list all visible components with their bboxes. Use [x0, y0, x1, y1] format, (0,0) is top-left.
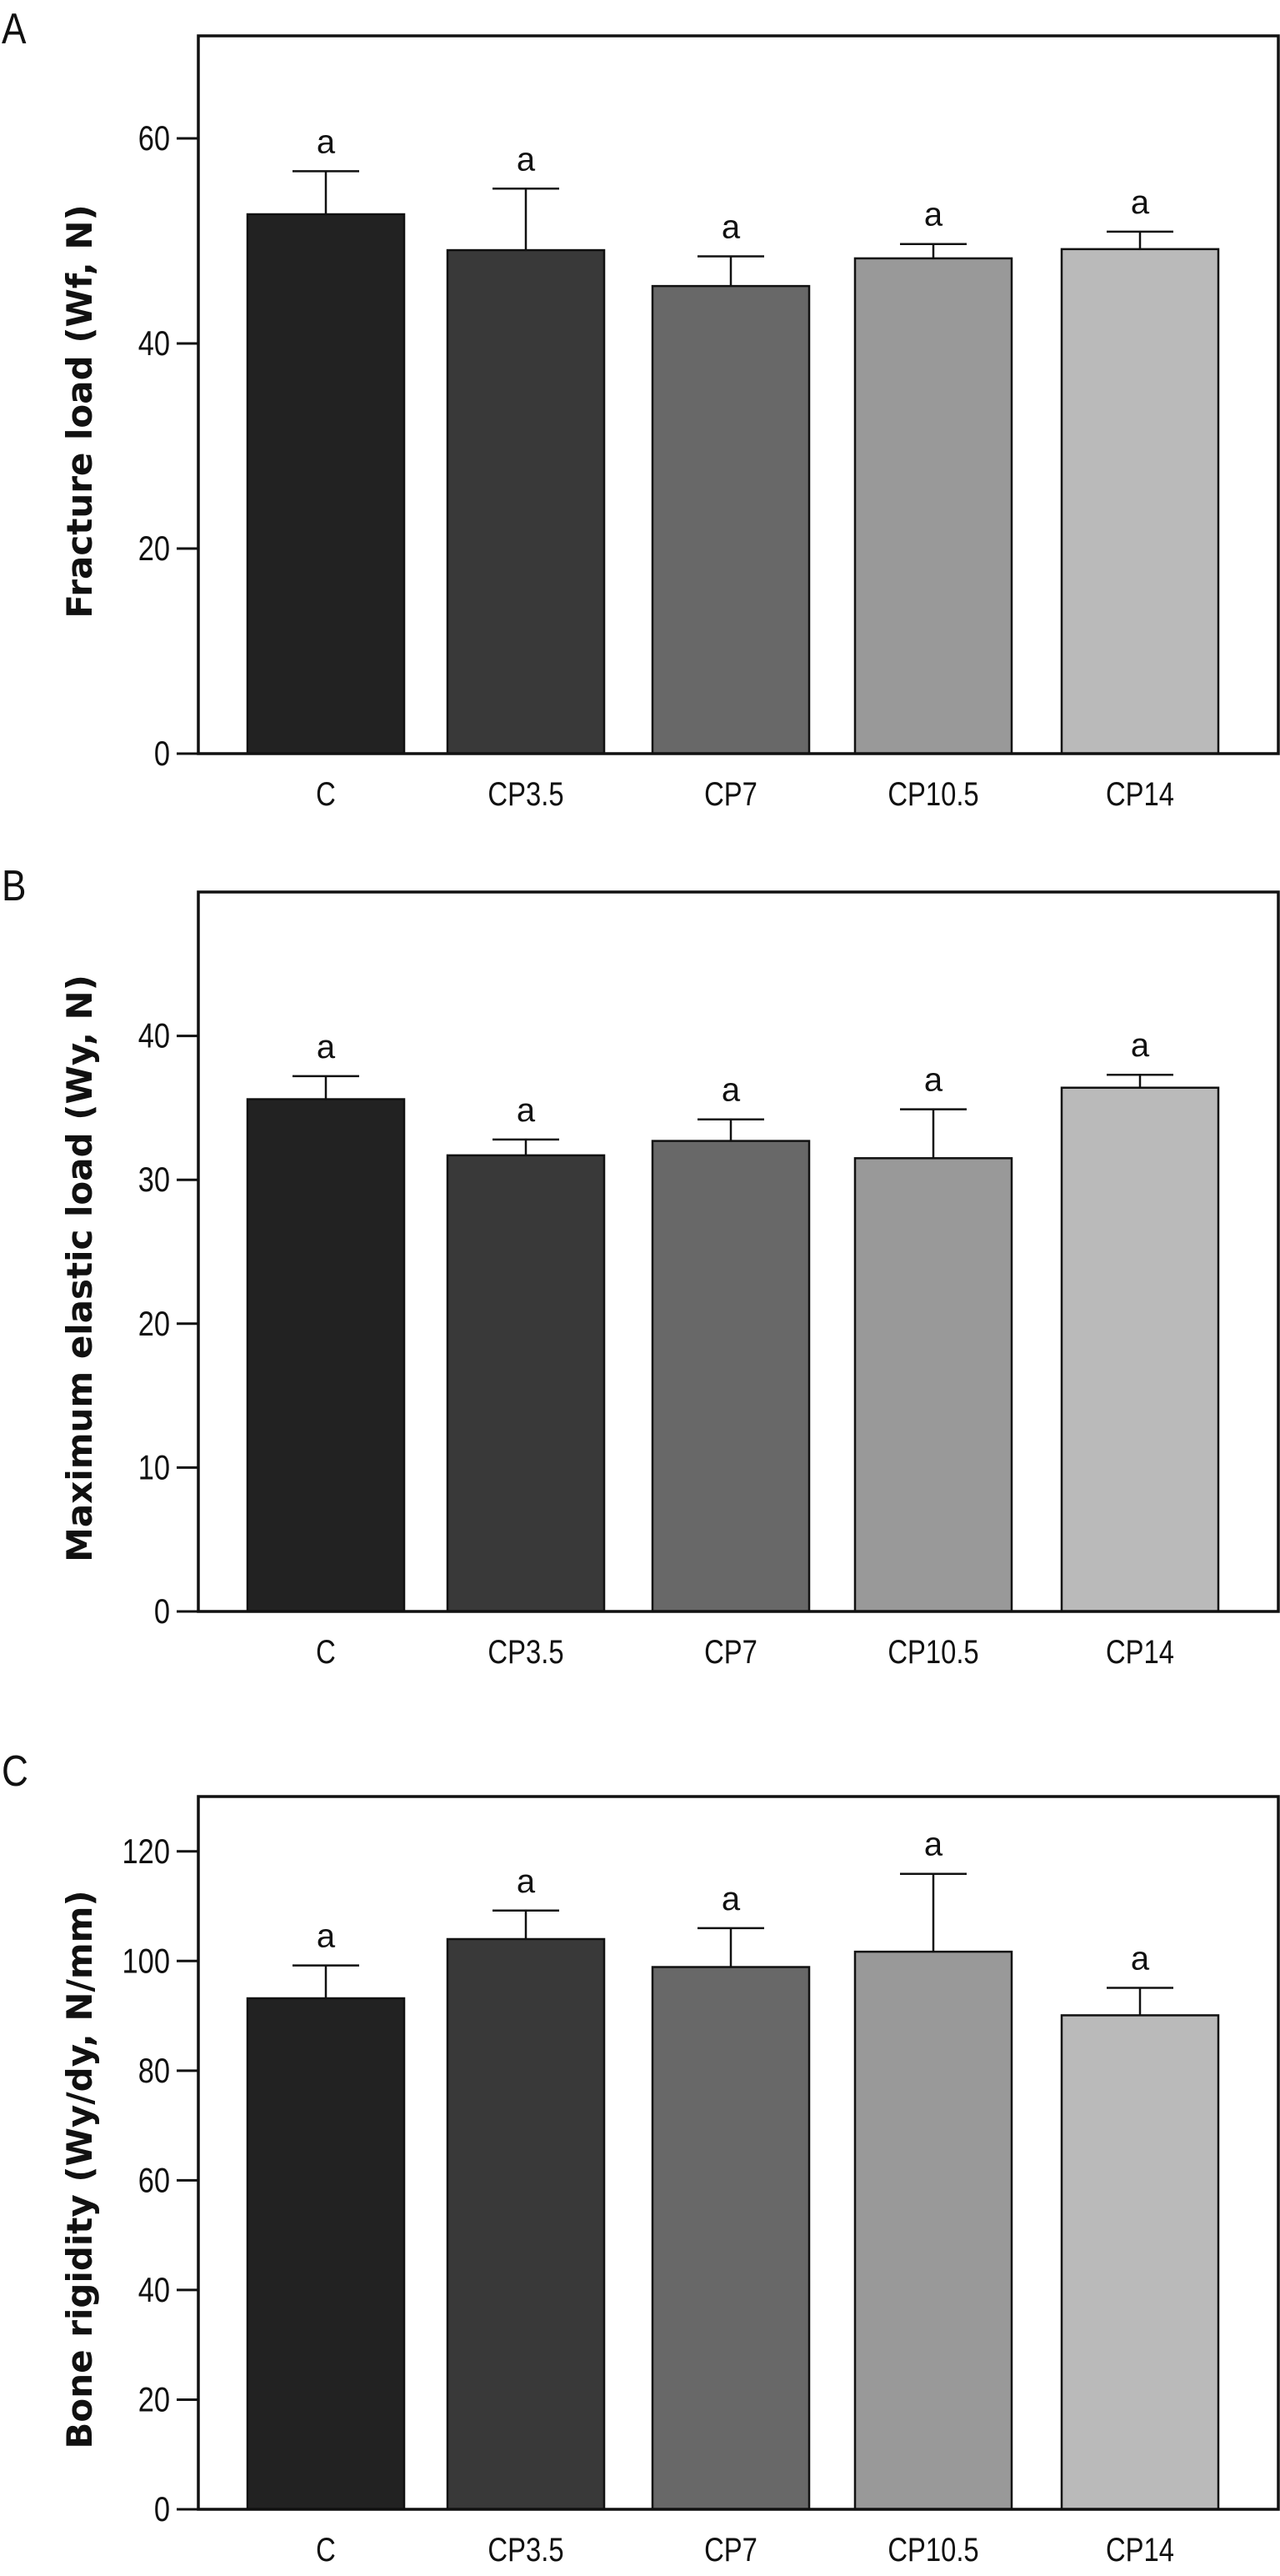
x-tick-label: CP10.5: [888, 1633, 978, 1671]
panel-b: Ba Ca CP3.5 a CP7 a CP10.5 a CP14 0 10 20 30 40 Maximu…: [2, 862, 1280, 1671]
x-tick-label: CP3.5: [488, 2531, 563, 2568]
significance-label: a: [924, 197, 943, 233]
significance-label: a: [1131, 1941, 1150, 1977]
significance-label: a: [317, 1029, 336, 1065]
plot-frame: [197, 1795, 1280, 2511]
panel-letter: C: [2, 1747, 28, 1796]
y-tick-label: 100: [122, 1942, 170, 1981]
x-tick-label: CP7: [704, 2531, 758, 2568]
bar-cp10-5: [853, 1157, 1013, 1613]
x-tick-label: CP3.5: [488, 1633, 563, 1671]
y-tick-label: 20: [138, 529, 170, 569]
significance-label: a: [517, 1092, 536, 1129]
bar-cp3-5: [446, 1937, 606, 2511]
y-tick-label: 0: [154, 2490, 170, 2529]
bar-cp14: [1060, 1086, 1220, 1613]
plot-frame: [197, 34, 1280, 755]
plot-frame: [197, 890, 1280, 1613]
significance-label: a: [924, 1827, 943, 1863]
significance-label: a: [317, 123, 336, 160]
panel-letter: A: [2, 5, 27, 53]
y-tick-label: 0: [154, 734, 170, 774]
bar-c: [246, 1098, 406, 1613]
x-tick-label: C: [316, 1633, 336, 1671]
x-tick-label: CP7: [704, 1633, 758, 1671]
x-tick-label: CP7: [704, 775, 758, 813]
y-tick-label: 10: [138, 1448, 170, 1487]
x-tick-label: CP10.5: [888, 775, 978, 813]
x-tick-label: CP14: [1106, 1633, 1174, 1671]
y-axis-title: Fracture load (Wf, N): [59, 204, 100, 618]
x-tick-label: CP14: [1106, 775, 1174, 813]
panel-letter: B: [2, 862, 26, 910]
significance-label: a: [317, 1918, 336, 1955]
significance-label: a: [722, 208, 741, 245]
x-tick-label: CP3.5: [488, 775, 563, 813]
y-axis-title: Bone rigidity (Wy/dy, N/mm): [59, 1890, 100, 2448]
y-tick-label: 120: [122, 1832, 170, 1872]
y-tick-label: 40: [138, 1016, 170, 1055]
y-tick-label: 20: [138, 1305, 170, 1344]
panel-a: Aa Ca CP3.5 a CP7 a CP10.5 a CP14 0 20 40 60 Fracture…: [2, 5, 1280, 813]
bar-cp14: [1060, 248, 1220, 755]
x-tick-label: C: [316, 2531, 336, 2568]
bar-cp7: [651, 1140, 811, 1613]
bar-cp10-5: [853, 257, 1013, 755]
significance-label: a: [722, 1881, 741, 1917]
significance-label: a: [517, 1863, 536, 1900]
y-tick-label: 0: [154, 1592, 170, 1631]
y-tick-label: 60: [138, 119, 170, 158]
y-tick-label: 40: [138, 324, 170, 363]
bar-cp3-5: [446, 1154, 606, 1613]
x-tick-label: CP10.5: [888, 2531, 978, 2568]
x-tick-label: CP14: [1106, 2531, 1174, 2568]
significance-label: a: [1131, 1027, 1150, 1064]
panel-c: Ca Ca CP3.5 a CP7 a CP10.5 a CP14 0 20 40 60 80 100 120…: [2, 1747, 1280, 2568]
y-tick-label: 20: [138, 2380, 170, 2419]
y-tick-label: 30: [138, 1160, 170, 1200]
significance-label: a: [924, 1062, 943, 1099]
y-tick-label: 40: [138, 2271, 170, 2310]
y-tick-label: 60: [138, 2161, 170, 2200]
bar-cp7: [651, 284, 811, 755]
significance-label: a: [1131, 184, 1150, 221]
bar-c: [246, 1997, 406, 2511]
y-tick-label: 80: [138, 2052, 170, 2091]
bar-cp7: [651, 1966, 811, 2511]
y-axis-title: Maximum elastic load (Wy, N): [59, 975, 100, 1562]
bar-cp10-5: [853, 1950, 1013, 2511]
bar-cp14: [1060, 2014, 1220, 2511]
significance-label: a: [517, 141, 536, 178]
bar-c: [246, 213, 406, 755]
significance-label: a: [722, 1072, 741, 1109]
x-tick-label: C: [316, 775, 336, 813]
bar-cp3-5: [446, 248, 606, 755]
